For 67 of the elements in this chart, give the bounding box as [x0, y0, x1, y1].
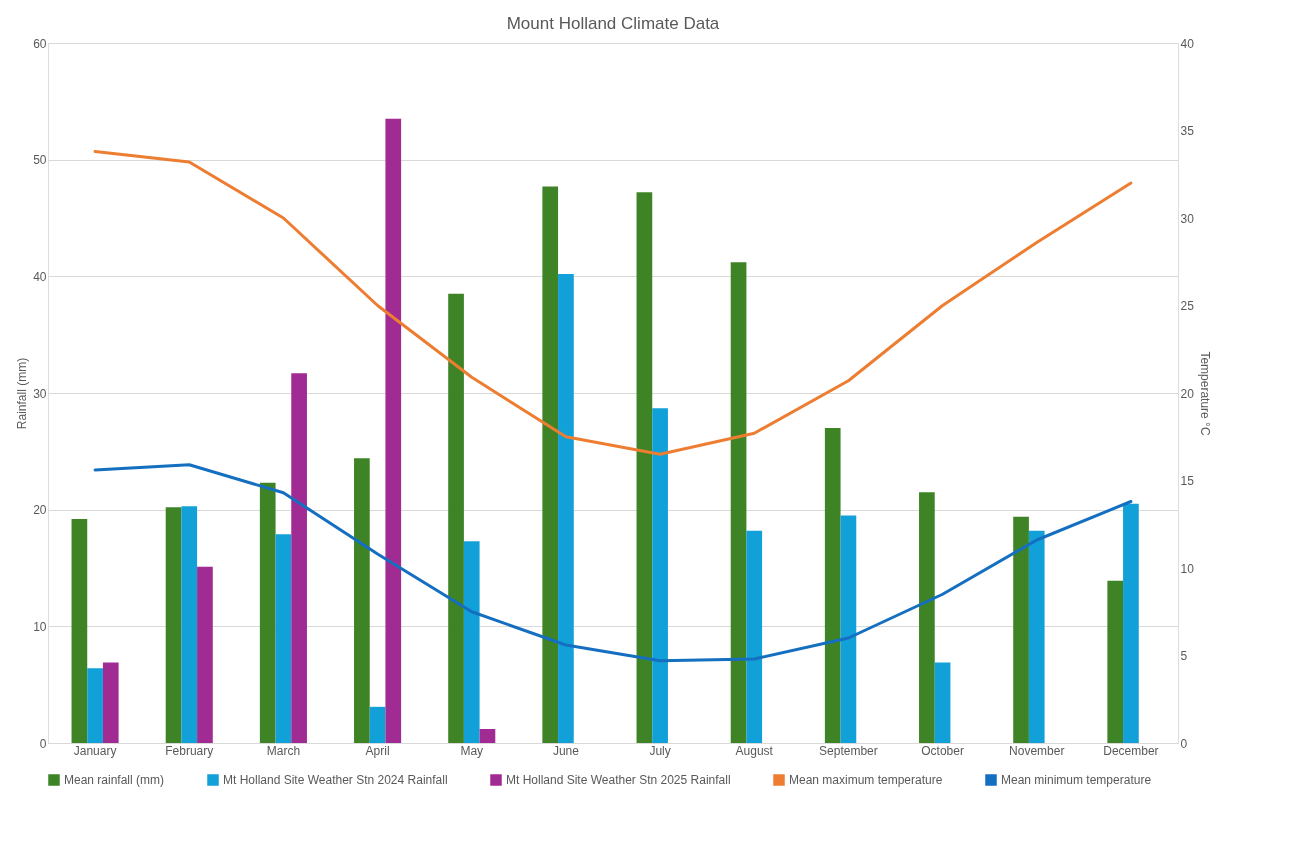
y-tick-label: 10 — [33, 619, 47, 634]
bar — [354, 458, 370, 743]
y2-tick-label: 0 — [1180, 736, 1188, 751]
legend-label: Mean minimum temperature — [1001, 773, 1152, 787]
y2-tick-label: 15 — [1180, 474, 1195, 488]
bar — [1013, 516, 1029, 743]
y2-tick-label: 40 — [1180, 36, 1195, 51]
bar — [824, 428, 841, 743]
y-tick-label: 20 — [33, 503, 47, 518]
x-tick-label: September — [819, 743, 878, 758]
bar — [542, 186, 559, 743]
x-tick-label: April — [365, 743, 390, 758]
chart-title: Mount Holland Climate Data — [506, 14, 720, 33]
x-tick-label: July — [649, 743, 671, 758]
x-tick-label: October — [921, 743, 964, 758]
bar — [181, 506, 198, 743]
bar — [291, 373, 307, 743]
y2-tick-label: 35 — [1180, 124, 1195, 138]
y-axis-title: Rainfall (mm) — [15, 357, 30, 430]
bar — [87, 668, 103, 743]
x-tick-label: June — [552, 743, 580, 758]
legend-label: Mean maximum temperature — [789, 773, 943, 787]
x-tick-label: January — [73, 743, 117, 758]
bar — [1028, 530, 1045, 743]
y2-tick-label: 20 — [1180, 386, 1195, 401]
bar — [652, 408, 668, 743]
y2-tick-label: 10 — [1180, 561, 1195, 576]
x-tick-label: February — [165, 743, 214, 758]
y-tick-label: 30 — [33, 386, 47, 401]
legend-label: Mean rainfall (mm) — [64, 773, 165, 787]
bar — [259, 482, 276, 743]
y2-axis-title: Temperature °C — [1197, 351, 1212, 436]
y2-tick-label: 5 — [1180, 649, 1188, 663]
y-tick-label: 50 — [33, 153, 47, 168]
line-series — [93, 150, 1133, 456]
bar — [636, 192, 653, 743]
y-tick-label: 0 — [39, 736, 47, 751]
y-tick-label: 40 — [33, 269, 47, 284]
bar — [165, 507, 182, 743]
bar — [746, 530, 763, 743]
x-tick-label: December — [1103, 743, 1159, 758]
bar — [840, 515, 857, 743]
legend-label: Mt Holland Site Weather Stn 2025 Rainfall — [506, 773, 731, 787]
y2-tick-label: 30 — [1180, 211, 1195, 226]
bar — [275, 534, 292, 743]
bar — [102, 662, 119, 743]
bar — [730, 262, 747, 743]
x-tick-label: August — [735, 743, 774, 758]
x-tick-label: May — [460, 743, 484, 758]
x-tick-label: March — [266, 743, 301, 758]
bar — [1107, 580, 1124, 743]
bar — [369, 706, 386, 743]
bar — [385, 118, 402, 743]
line-series — [93, 463, 1133, 663]
bar — [197, 566, 213, 743]
bar — [71, 519, 88, 743]
bar — [448, 293, 464, 743]
bar — [934, 662, 951, 743]
bar — [919, 492, 935, 743]
bar — [479, 729, 496, 743]
bar — [558, 274, 574, 743]
bar — [1123, 503, 1139, 743]
y-tick-label: 60 — [33, 36, 47, 51]
x-tick-label: November — [1009, 743, 1065, 758]
bar — [463, 541, 480, 743]
y2-tick-label: 25 — [1180, 299, 1195, 313]
legend-label: Mt Holland Site Weather Stn 2024 Rainfall — [223, 773, 448, 787]
